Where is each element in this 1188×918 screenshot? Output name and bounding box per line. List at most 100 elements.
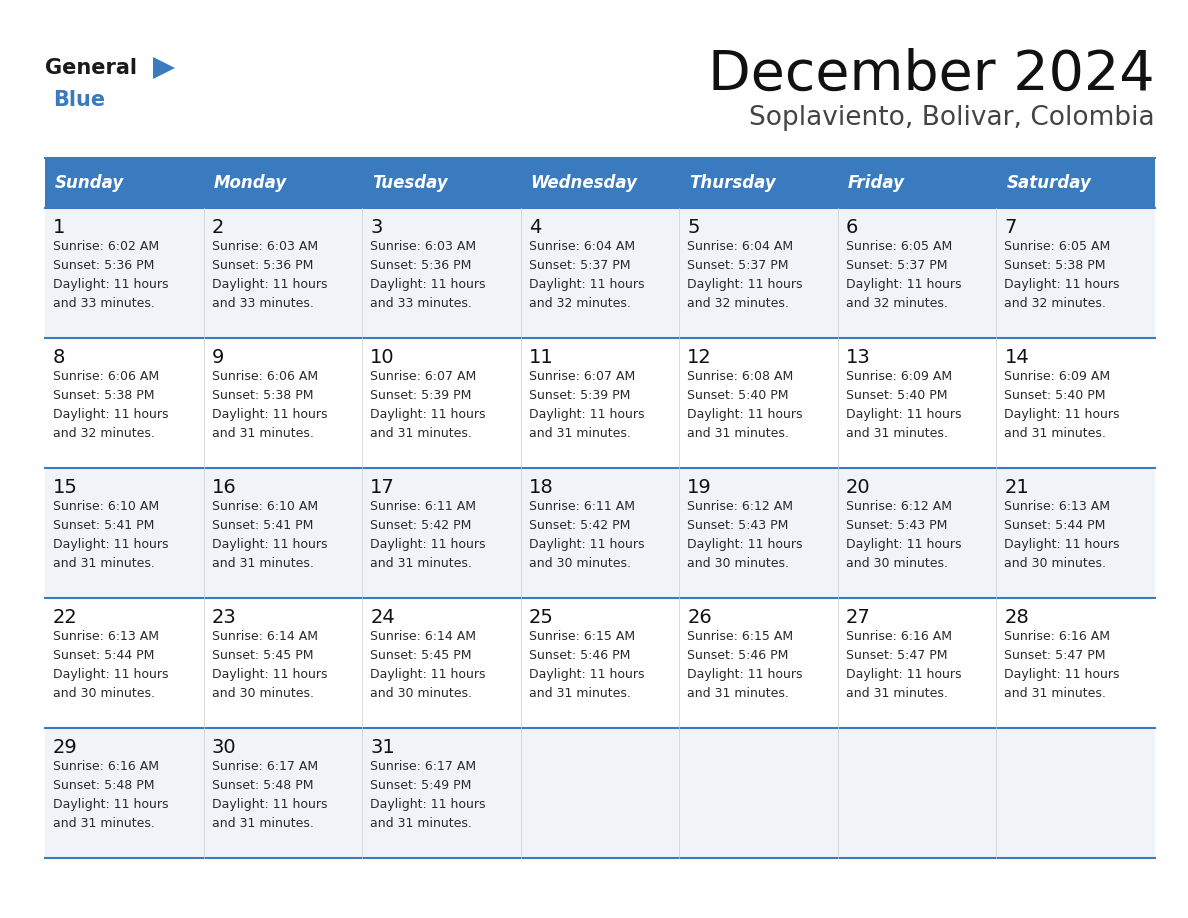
Text: and 31 minutes.: and 31 minutes. [53, 557, 154, 570]
Text: Daylight: 11 hours: Daylight: 11 hours [371, 408, 486, 421]
Text: Sunset: 5:36 PM: Sunset: 5:36 PM [211, 259, 312, 272]
Text: and 30 minutes.: and 30 minutes. [211, 687, 314, 700]
Text: Sunset: 5:37 PM: Sunset: 5:37 PM [688, 259, 789, 272]
Text: Daylight: 11 hours: Daylight: 11 hours [529, 408, 644, 421]
Text: Sunday: Sunday [55, 174, 125, 192]
Text: 13: 13 [846, 348, 871, 367]
Text: Sunrise: 6:16 AM: Sunrise: 6:16 AM [53, 760, 159, 773]
Text: Sunrise: 6:16 AM: Sunrise: 6:16 AM [846, 630, 952, 643]
Text: Daylight: 11 hours: Daylight: 11 hours [211, 798, 327, 811]
Text: Sunrise: 6:11 AM: Sunrise: 6:11 AM [371, 500, 476, 513]
Text: and 32 minutes.: and 32 minutes. [1004, 297, 1106, 310]
Text: Sunset: 5:39 PM: Sunset: 5:39 PM [529, 389, 630, 402]
Text: Sunset: 5:36 PM: Sunset: 5:36 PM [371, 259, 472, 272]
Text: Daylight: 11 hours: Daylight: 11 hours [846, 668, 961, 681]
Text: and 31 minutes.: and 31 minutes. [846, 427, 948, 440]
Text: Daylight: 11 hours: Daylight: 11 hours [211, 538, 327, 551]
Text: Sunset: 5:36 PM: Sunset: 5:36 PM [53, 259, 154, 272]
Text: 3: 3 [371, 218, 383, 237]
Text: Sunset: 5:40 PM: Sunset: 5:40 PM [688, 389, 789, 402]
Text: Sunset: 5:46 PM: Sunset: 5:46 PM [529, 649, 630, 662]
Text: Sunrise: 6:08 AM: Sunrise: 6:08 AM [688, 370, 794, 383]
Text: 12: 12 [688, 348, 712, 367]
Text: 23: 23 [211, 608, 236, 627]
Text: Sunset: 5:47 PM: Sunset: 5:47 PM [1004, 649, 1106, 662]
Text: Daylight: 11 hours: Daylight: 11 hours [1004, 408, 1120, 421]
Text: Daylight: 11 hours: Daylight: 11 hours [1004, 278, 1120, 291]
Text: Friday: Friday [848, 174, 905, 192]
Text: Sunrise: 6:10 AM: Sunrise: 6:10 AM [53, 500, 159, 513]
Text: Daylight: 11 hours: Daylight: 11 hours [688, 278, 803, 291]
Text: Daylight: 11 hours: Daylight: 11 hours [53, 798, 169, 811]
Text: Sunset: 5:43 PM: Sunset: 5:43 PM [846, 519, 947, 532]
Text: and 32 minutes.: and 32 minutes. [529, 297, 631, 310]
Text: Sunset: 5:38 PM: Sunset: 5:38 PM [53, 389, 154, 402]
Text: Daylight: 11 hours: Daylight: 11 hours [846, 538, 961, 551]
Text: 25: 25 [529, 608, 554, 627]
Text: 2: 2 [211, 218, 225, 237]
Bar [45, 158, 1155, 208]
Text: and 30 minutes.: and 30 minutes. [688, 557, 789, 570]
Text: Daylight: 11 hours: Daylight: 11 hours [53, 668, 169, 681]
Text: Daylight: 11 hours: Daylight: 11 hours [688, 668, 803, 681]
Text: Daylight: 11 hours: Daylight: 11 hours [211, 278, 327, 291]
Text: 27: 27 [846, 608, 871, 627]
Text: Sunset: 5:47 PM: Sunset: 5:47 PM [846, 649, 947, 662]
Text: Sunrise: 6:17 AM: Sunrise: 6:17 AM [211, 760, 317, 773]
Text: Sunset: 5:45 PM: Sunset: 5:45 PM [211, 649, 314, 662]
Text: Daylight: 11 hours: Daylight: 11 hours [529, 538, 644, 551]
Text: 11: 11 [529, 348, 554, 367]
Text: and 33 minutes.: and 33 minutes. [211, 297, 314, 310]
Text: Sunrise: 6:17 AM: Sunrise: 6:17 AM [371, 760, 476, 773]
Text: and 32 minutes.: and 32 minutes. [846, 297, 948, 310]
Text: 21: 21 [1004, 478, 1029, 497]
Text: Sunset: 5:40 PM: Sunset: 5:40 PM [846, 389, 947, 402]
Text: Sunset: 5:42 PM: Sunset: 5:42 PM [529, 519, 630, 532]
Text: Sunset: 5:48 PM: Sunset: 5:48 PM [211, 779, 314, 792]
Text: and 31 minutes.: and 31 minutes. [1004, 687, 1106, 700]
Text: 22: 22 [53, 608, 77, 627]
Text: Sunrise: 6:05 AM: Sunrise: 6:05 AM [1004, 240, 1111, 253]
Text: Sunset: 5:48 PM: Sunset: 5:48 PM [53, 779, 154, 792]
Text: Daylight: 11 hours: Daylight: 11 hours [211, 668, 327, 681]
Text: 29: 29 [53, 738, 77, 757]
Text: 6: 6 [846, 218, 858, 237]
Text: and 31 minutes.: and 31 minutes. [371, 817, 472, 830]
Text: Sunset: 5:37 PM: Sunset: 5:37 PM [846, 259, 947, 272]
Text: 18: 18 [529, 478, 554, 497]
Text: Sunrise: 6:06 AM: Sunrise: 6:06 AM [53, 370, 159, 383]
Text: Sunrise: 6:09 AM: Sunrise: 6:09 AM [1004, 370, 1111, 383]
Text: Sunrise: 6:04 AM: Sunrise: 6:04 AM [688, 240, 794, 253]
Text: Sunset: 5:45 PM: Sunset: 5:45 PM [371, 649, 472, 662]
Text: and 30 minutes.: and 30 minutes. [371, 687, 472, 700]
Text: Daylight: 11 hours: Daylight: 11 hours [1004, 668, 1120, 681]
Text: Sunset: 5:46 PM: Sunset: 5:46 PM [688, 649, 789, 662]
Text: Sunrise: 6:12 AM: Sunrise: 6:12 AM [846, 500, 952, 513]
Text: and 30 minutes.: and 30 minutes. [1004, 557, 1106, 570]
Text: Sunrise: 6:15 AM: Sunrise: 6:15 AM [529, 630, 634, 643]
Text: Sunrise: 6:14 AM: Sunrise: 6:14 AM [211, 630, 317, 643]
Text: Sunrise: 6:03 AM: Sunrise: 6:03 AM [211, 240, 317, 253]
Text: Sunrise: 6:05 AM: Sunrise: 6:05 AM [846, 240, 952, 253]
Text: Daylight: 11 hours: Daylight: 11 hours [846, 278, 961, 291]
Text: and 31 minutes.: and 31 minutes. [211, 817, 314, 830]
Text: and 30 minutes.: and 30 minutes. [53, 687, 154, 700]
Text: and 31 minutes.: and 31 minutes. [846, 687, 948, 700]
Text: and 31 minutes.: and 31 minutes. [688, 687, 789, 700]
Text: Sunrise: 6:10 AM: Sunrise: 6:10 AM [211, 500, 317, 513]
Text: Sunset: 5:38 PM: Sunset: 5:38 PM [211, 389, 314, 402]
Text: and 32 minutes.: and 32 minutes. [688, 297, 789, 310]
Text: Sunrise: 6:13 AM: Sunrise: 6:13 AM [1004, 500, 1111, 513]
Text: 16: 16 [211, 478, 236, 497]
Text: Sunrise: 6:13 AM: Sunrise: 6:13 AM [53, 630, 159, 643]
Text: Daylight: 11 hours: Daylight: 11 hours [529, 278, 644, 291]
Text: Sunset: 5:38 PM: Sunset: 5:38 PM [1004, 259, 1106, 272]
Text: Daylight: 11 hours: Daylight: 11 hours [1004, 538, 1120, 551]
Bar [45, 598, 1155, 728]
Text: Sunrise: 6:14 AM: Sunrise: 6:14 AM [371, 630, 476, 643]
Text: and 31 minutes.: and 31 minutes. [529, 687, 631, 700]
Text: and 31 minutes.: and 31 minutes. [688, 427, 789, 440]
Text: Saturday: Saturday [1006, 174, 1092, 192]
Text: Daylight: 11 hours: Daylight: 11 hours [53, 538, 169, 551]
Text: and 31 minutes.: and 31 minutes. [371, 557, 472, 570]
